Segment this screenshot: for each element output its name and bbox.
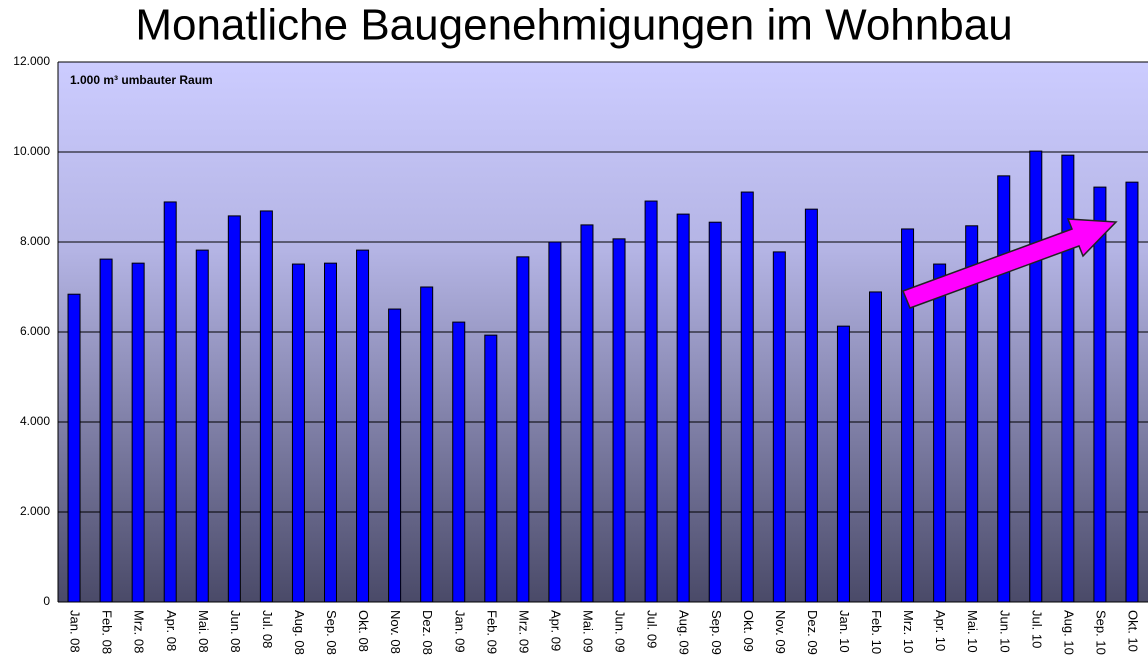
- y-tick-label: 10.000: [13, 144, 50, 158]
- x-tick-label: Sep. 10: [1093, 610, 1108, 655]
- bar: [740, 191, 754, 603]
- x-tick-label: Dez. 08: [420, 610, 435, 655]
- bar: [869, 291, 882, 603]
- x-tick-label: Nov. 09: [773, 610, 788, 654]
- x-tick-label: Sep. 08: [324, 610, 339, 655]
- bar: [99, 258, 113, 603]
- x-tick-label: Jul. 08: [260, 610, 275, 648]
- y-tick-label: 8.000: [20, 234, 50, 248]
- bar: [997, 175, 1011, 603]
- bar: [484, 334, 498, 603]
- bar: [516, 256, 530, 603]
- bar: [676, 213, 690, 603]
- y-tick-label: 2.000: [20, 504, 50, 518]
- x-tick-label: Jan. 10: [837, 610, 852, 653]
- bar: [933, 263, 947, 603]
- bar: [163, 201, 177, 603]
- x-tick-label: Okt. 09: [741, 610, 756, 652]
- x-tick-label: Mrz. 08: [132, 610, 147, 653]
- bar: [901, 228, 915, 603]
- y-tick-label: 12.000: [13, 54, 50, 68]
- x-tick-label: Feb. 08: [100, 610, 115, 654]
- x-tick-label: Feb. 09: [484, 610, 499, 654]
- bar: [67, 293, 81, 603]
- x-tick-label: Jul. 09: [645, 610, 660, 648]
- bar: [1125, 181, 1139, 603]
- x-tick-label: Jan. 08: [68, 610, 83, 653]
- x-tick-label: Jul. 10: [1029, 610, 1044, 648]
- bar: [804, 208, 818, 603]
- x-tick-label: Jun. 10: [997, 610, 1012, 653]
- bar: [420, 286, 434, 603]
- bar: [195, 249, 209, 603]
- bar: [1093, 186, 1107, 603]
- x-tick-label: Mrz. 09: [516, 610, 531, 653]
- bar: [259, 210, 273, 603]
- x-tick-label: Sep. 09: [709, 610, 724, 655]
- bar: [612, 238, 626, 603]
- y-tick-label: 6.000: [20, 324, 50, 338]
- bar: [836, 325, 850, 603]
- bar: [1061, 154, 1075, 603]
- bar: [131, 262, 145, 603]
- x-tick-label: Mai. 08: [196, 610, 211, 653]
- x-tick-label: Apr. 09: [548, 610, 563, 651]
- x-tick-label: Jun. 08: [228, 610, 243, 653]
- x-tick-label: Aug. 08: [292, 610, 307, 655]
- x-tick-label: Nov. 08: [388, 610, 403, 654]
- x-tick-label: Mai. 09: [581, 610, 596, 653]
- bar: [388, 308, 402, 603]
- x-tick-label: Jan. 09: [452, 610, 467, 653]
- bar: [356, 249, 370, 603]
- y-tick-label: 4.000: [20, 414, 50, 428]
- x-tick-label: Apr. 10: [933, 610, 948, 651]
- x-tick-label: Okt. 10: [1126, 610, 1141, 652]
- bar: [291, 263, 305, 603]
- x-tick-label: Okt. 08: [356, 610, 371, 652]
- bar: [644, 200, 658, 603]
- x-tick-label: Aug. 10: [1061, 610, 1076, 655]
- annotation: 1.000 m³ umbauter Raum: [70, 73, 213, 87]
- bar: [324, 262, 337, 603]
- bar: [452, 321, 466, 603]
- bar: [227, 215, 241, 603]
- bar: [548, 241, 562, 603]
- x-tick-label: Aug. 09: [677, 610, 692, 655]
- x-tick-label: Dez. 09: [805, 610, 820, 655]
- x-tick-label: Mrz. 10: [901, 610, 916, 653]
- y-tick-label: 0: [43, 594, 50, 608]
- bar: [580, 224, 594, 603]
- x-tick-label: Mai. 10: [965, 610, 980, 653]
- bar: [772, 251, 786, 603]
- x-tick-label: Jun. 09: [613, 610, 628, 653]
- bar: [1029, 150, 1043, 603]
- x-tick-label: Feb. 10: [869, 610, 884, 654]
- bar: [708, 221, 722, 603]
- bar: [965, 225, 979, 603]
- x-tick-label: Apr. 08: [164, 610, 179, 651]
- chart-title: Monatliche Baugenehmigungen im Wohnbau: [135, 1, 1012, 50]
- trend-arrow: [902, 218, 1118, 309]
